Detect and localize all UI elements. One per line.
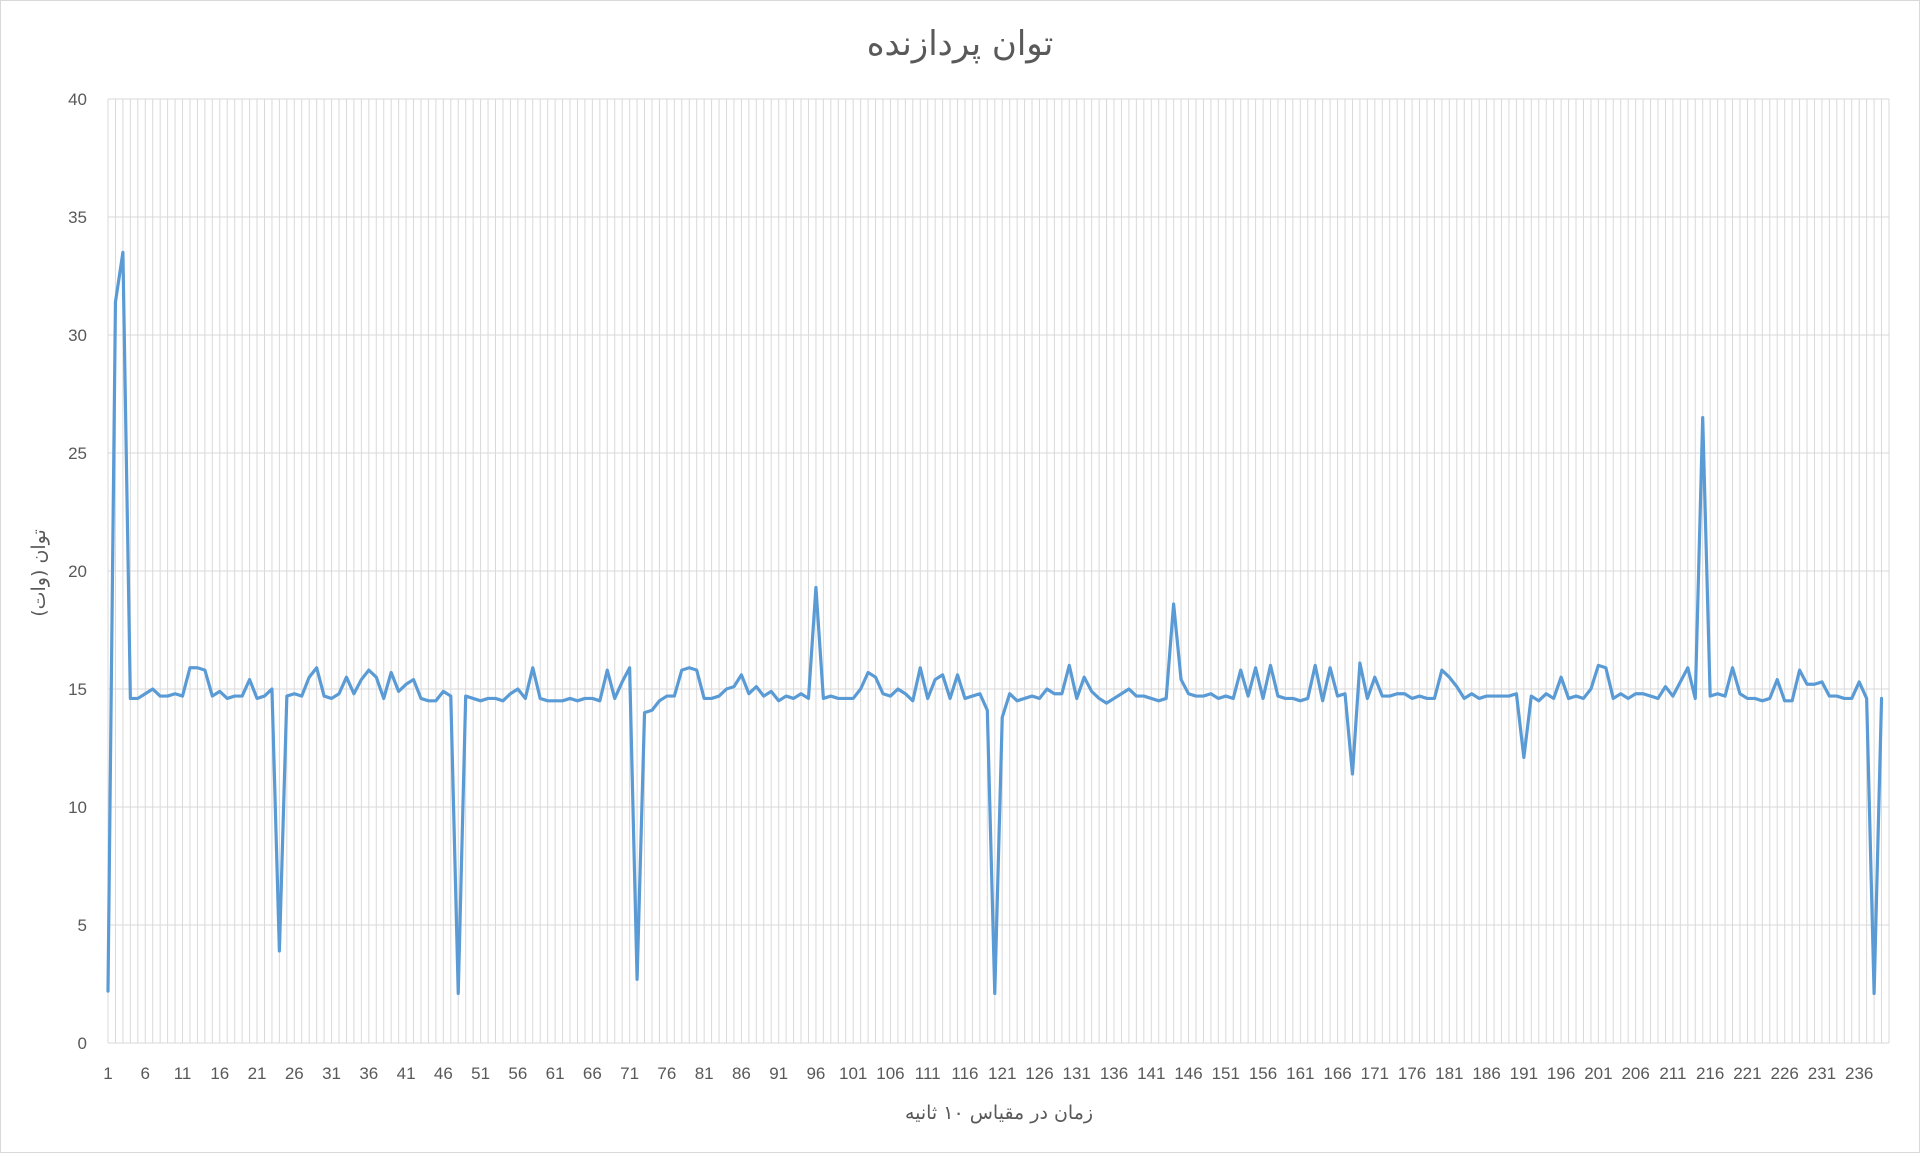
chart-title: توان پردازنده [867,24,1054,64]
x-tick-label: 16 [210,1064,229,1083]
x-tick-label: 116 [951,1064,978,1083]
x-tick-label: 26 [285,1064,304,1083]
y-tick-label: 40 [68,90,87,109]
x-axis-label: زمان در مقیاس ۱۰ ثانیه [905,1102,1093,1124]
x-tick-label: 206 [1621,1064,1649,1083]
x-tick-label: 196 [1547,1064,1575,1083]
x-tick-label: 61 [546,1064,565,1083]
x-tick-label: 146 [1174,1064,1202,1083]
x-tick-label: 226 [1770,1064,1798,1083]
x-tick-label: 231 [1808,1064,1836,1083]
x-tick-label: 136 [1100,1064,1128,1083]
x-tick-label: 191 [1510,1064,1538,1083]
x-tick-label: 156 [1249,1064,1277,1083]
x-tick-label: 111 [915,1064,941,1083]
x-tick-label: 96 [806,1064,825,1083]
x-tick-label: 216 [1696,1064,1724,1083]
x-tick-label: 161 [1286,1064,1314,1083]
x-tick-label: 66 [583,1064,602,1083]
x-tick-label: 151 [1212,1064,1240,1083]
x-tick-label: 166 [1323,1064,1351,1083]
x-tick-label: 56 [508,1064,527,1083]
x-tick-label: 126 [1025,1064,1053,1083]
x-tick-label: 201 [1584,1064,1612,1083]
x-tick-label: 51 [471,1064,490,1083]
x-tick-label: 1 [103,1064,112,1083]
x-tick-label: 46 [434,1064,453,1083]
y-tick-label: 20 [68,562,87,581]
x-tick-label: 221 [1733,1064,1761,1083]
x-tick-label: 41 [397,1064,416,1083]
series-line [106,250,1884,996]
y-axis-label: توان (وات) [28,529,50,617]
y-tick-label: 15 [68,680,87,699]
x-tick-label: 21 [248,1064,267,1083]
horizontal-gridlines [108,98,1889,1044]
x-tick-label: 186 [1472,1064,1500,1083]
x-tick-label: 211 [1659,1064,1686,1083]
x-tick-label: 176 [1398,1064,1426,1083]
x-tick-label: 171 [1361,1064,1389,1083]
x-tick-label: 6 [141,1064,150,1083]
x-tick-label: 76 [657,1064,676,1083]
y-tick-label: 30 [68,326,87,345]
x-tick-label: 91 [769,1064,788,1083]
y-tick-label: 10 [68,798,87,817]
x-tick-label: 36 [359,1064,378,1083]
x-tick-label: 236 [1845,1064,1873,1083]
y-tick-label: 35 [68,208,87,227]
x-tick-label: 106 [876,1064,904,1083]
y-axis-ticks: 0 5 10 15 20 25 30 35 40 [68,90,87,1053]
x-tick-label: 71 [620,1064,639,1083]
x-tick-label: 101 [839,1064,867,1083]
x-tick-label: 81 [695,1064,714,1083]
x-tick-label: 121 [988,1064,1016,1083]
x-tick-label: 141 [1137,1064,1165,1083]
x-tick-label: 131 [1063,1064,1091,1083]
series-layer [106,250,1884,996]
x-tick-label: 31 [322,1064,341,1083]
x-tick-label: 86 [732,1064,751,1083]
x-axis-ticks: 1 6 11 16 21 26 31 36 41 46 51 56 61 66 71 76 81 86 91 96 10… [103,1064,1873,1083]
y-tick-label: 25 [68,444,87,463]
x-tick-label: 11 [174,1064,192,1083]
y-tick-label: 0 [78,1034,87,1053]
y-tick-label: 5 [78,916,87,935]
x-tick-label: 181 [1435,1064,1463,1083]
